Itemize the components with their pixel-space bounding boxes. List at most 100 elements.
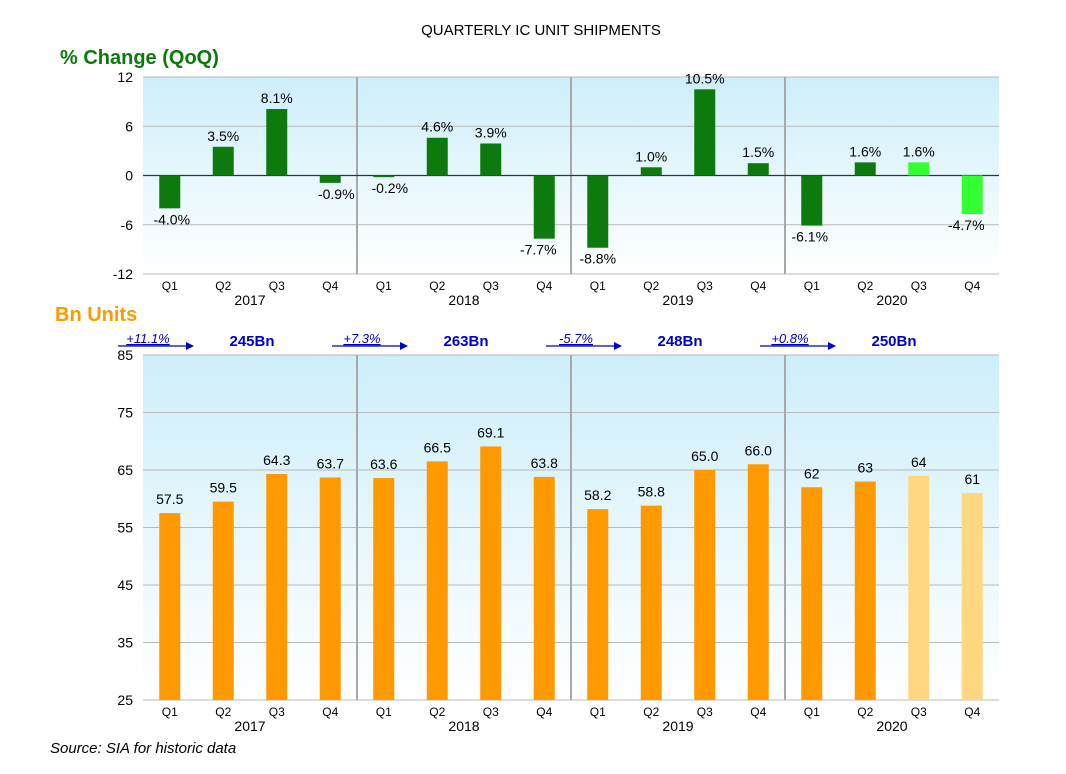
bar: [426, 461, 448, 700]
y-tick-label: 75: [117, 405, 133, 421]
data-label: 1.5%: [742, 144, 774, 160]
data-label: 64.3: [263, 452, 290, 468]
data-label: 3.9%: [475, 124, 507, 140]
x-tick-label: Q2: [215, 705, 231, 719]
y-tick-label: -12: [113, 266, 133, 282]
annual-growth-label: -5.7%: [559, 331, 593, 346]
bar: [373, 478, 395, 700]
data-label: 58.2: [584, 487, 611, 503]
x-tick-label: Q3: [697, 705, 713, 719]
y-tick-label: -6: [121, 217, 134, 233]
data-label: 63.7: [317, 455, 344, 471]
y-tick-label: 45: [117, 577, 133, 593]
data-label: 1.6%: [903, 143, 935, 159]
x-tick-label: Q1: [590, 705, 606, 719]
bar: [747, 464, 769, 700]
y-tick-label: 25: [117, 692, 133, 708]
year-label: 2017: [234, 718, 265, 734]
data-label: 65.0: [691, 448, 718, 464]
bar: [533, 175, 555, 239]
annual-growth-label: +11.1%: [126, 331, 170, 346]
data-label: 57.5: [156, 491, 183, 507]
x-tick-label: Q4: [536, 705, 552, 719]
bar: [212, 146, 234, 176]
x-tick-label: Q3: [269, 279, 285, 293]
annual-total-label: 250Bn: [871, 333, 916, 350]
bar: [319, 477, 341, 700]
y-tick-label: 12: [117, 69, 133, 85]
x-tick-label: Q4: [536, 279, 552, 293]
data-label: -0.2%: [371, 180, 408, 196]
x-tick-label: Q3: [483, 705, 499, 719]
x-tick-label: Q3: [483, 279, 499, 293]
x-tick-label: Q3: [911, 705, 927, 719]
data-label: -0.9%: [318, 186, 355, 202]
x-tick-label: Q4: [322, 279, 338, 293]
x-tick-label: Q4: [750, 279, 766, 293]
y-tick-label: 35: [117, 635, 133, 651]
qoq-chart-title: % Change (QoQ): [60, 47, 219, 69]
data-label: -7.7%: [520, 242, 557, 258]
bar: [587, 175, 609, 248]
annual-growth-label: +7.3%: [343, 331, 380, 346]
bar: [801, 175, 823, 226]
y-tick-label: 85: [117, 347, 133, 363]
y-tick-label: 55: [117, 520, 133, 536]
chart-title: QUARTERLY IC UNIT SHIPMENTS: [421, 22, 661, 39]
x-tick-label: Q2: [857, 279, 873, 293]
x-tick-label: Q1: [804, 279, 820, 293]
x-tick-label: Q1: [376, 705, 392, 719]
x-tick-label: Q3: [911, 279, 927, 293]
year-label: 2019: [662, 718, 693, 734]
x-tick-label: Q1: [376, 279, 392, 293]
data-label: -8.8%: [579, 251, 616, 267]
source-note: Source: SIA for historic data: [50, 740, 237, 757]
year-label: 2018: [448, 718, 479, 734]
x-tick-label: Q4: [322, 705, 338, 719]
bar: [961, 175, 983, 215]
bar: [640, 505, 662, 700]
data-label: 1.6%: [849, 143, 881, 159]
bar: [266, 474, 288, 700]
x-tick-label: Q2: [429, 705, 445, 719]
annual-total-label: 248Bn: [657, 333, 702, 350]
annual-total-label: 245Bn: [229, 333, 274, 350]
data-label: 4.6%: [421, 119, 453, 135]
bar: [908, 475, 930, 700]
annual-growth-label: +0.8%: [771, 331, 808, 346]
data-label: -4.7%: [948, 217, 985, 233]
bar: [373, 175, 395, 178]
bar: [640, 167, 662, 176]
x-tick-label: Q1: [590, 279, 606, 293]
data-label: 1.0%: [635, 148, 667, 164]
data-label: 10.5%: [685, 70, 725, 86]
bar: [854, 162, 876, 176]
x-tick-label: Q2: [643, 705, 659, 719]
bar: [212, 501, 234, 700]
x-tick-label: Q1: [804, 705, 820, 719]
year-label: 2017: [234, 292, 265, 308]
units-chart-title: Bn Units: [55, 304, 137, 326]
year-label: 2019: [662, 292, 693, 308]
year-label: 2020: [876, 718, 907, 734]
annual-total-label: 263Bn: [443, 333, 488, 350]
x-tick-label: Q2: [643, 279, 659, 293]
bar: [587, 509, 609, 700]
data-label: 63: [857, 460, 873, 476]
data-label: 62: [804, 465, 820, 481]
data-label: 59.5: [210, 480, 237, 496]
x-tick-label: Q4: [750, 705, 766, 719]
bar: [854, 481, 876, 700]
year-label: 2018: [448, 292, 479, 308]
data-label: 66.0: [745, 442, 772, 458]
x-tick-label: Q2: [215, 279, 231, 293]
x-tick-label: Q4: [964, 705, 980, 719]
data-label: 63.8: [531, 455, 558, 471]
x-tick-label: Q1: [162, 279, 178, 293]
data-label: 3.5%: [207, 128, 239, 144]
x-tick-label: Q2: [429, 279, 445, 293]
bar: [533, 476, 555, 700]
bar: [266, 109, 288, 176]
x-tick-label: Q4: [964, 279, 980, 293]
